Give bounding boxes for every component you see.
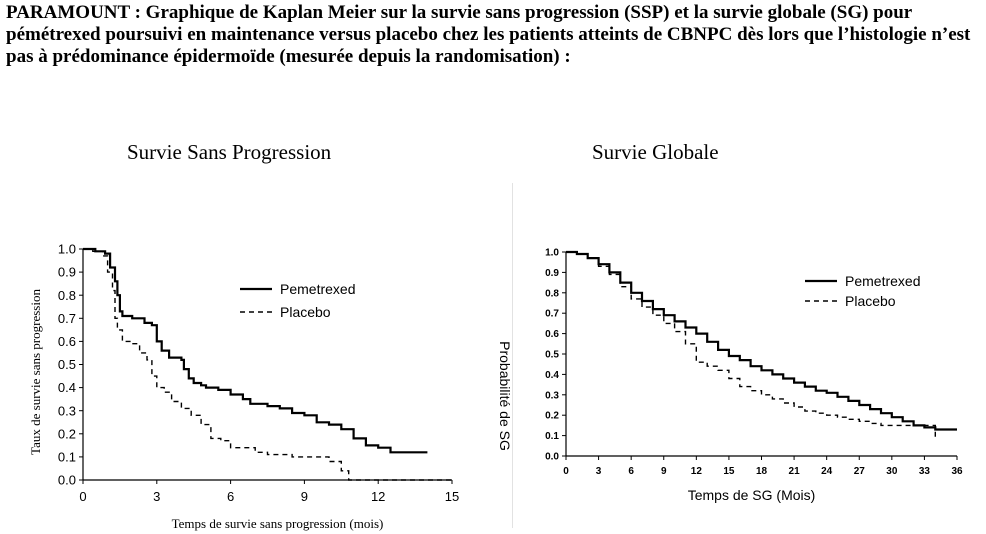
y-tick-label: 0.6 — [58, 334, 76, 349]
y-tick-label: 0.2 — [545, 411, 559, 422]
y-tick-label: 0.2 — [58, 426, 76, 441]
x-tick-label: 36 — [951, 466, 963, 477]
x-tick-label: 0 — [563, 466, 569, 477]
y-tick-label: 0.1 — [58, 449, 76, 464]
x-tick-label: 33 — [919, 466, 931, 477]
series-line-pemetrexed — [83, 247, 428, 454]
x-tick-label: 30 — [886, 466, 898, 477]
y-tick-label: 0.8 — [58, 288, 76, 303]
legend-label-placebo: Placebo — [280, 304, 331, 320]
os-chart-title: Survie Globale — [592, 140, 719, 164]
legend-label-pemetrexed: Pemetrexed — [845, 273, 920, 289]
y-tick-label: 0.4 — [545, 370, 559, 381]
y-tick-label: 0.9 — [545, 268, 559, 279]
y-tick-label: 0.6 — [545, 329, 559, 340]
y-axis-label: Probabilité de SG — [497, 341, 513, 451]
y-tick-label: 0.8 — [545, 288, 559, 299]
figure-caption: PARAMOUNT : Graphique de Kaplan Meier su… — [6, 2, 971, 67]
legend-label-pemetrexed: Pemetrexed — [280, 281, 355, 297]
y-tick-label: 0.0 — [58, 473, 76, 488]
y-tick-label: 1.0 — [58, 242, 76, 257]
y-tick-label: 0.7 — [58, 311, 76, 326]
x-tick-label: 15 — [445, 489, 459, 504]
x-axis-label: Temps de SG (Mois) — [688, 487, 816, 503]
pfs-chart-title: Survie Sans Progression — [127, 140, 332, 164]
x-tick-label: 12 — [371, 489, 385, 504]
series-line-placebo — [83, 248, 452, 481]
y-tick-label: 0.1 — [545, 431, 559, 442]
series-line-placebo — [566, 251, 936, 440]
x-tick-label: 6 — [227, 489, 234, 504]
y-tick-label: 0.0 — [545, 452, 559, 463]
x-tick-label: 9 — [301, 489, 308, 504]
y-tick-label: 0.3 — [58, 403, 76, 418]
x-tick-label: 6 — [628, 466, 634, 477]
x-tick-label: 3 — [153, 489, 160, 504]
y-tick-label: 0.5 — [545, 350, 559, 361]
x-tick-label: 27 — [854, 466, 866, 477]
y-tick-label: 0.3 — [545, 390, 559, 401]
x-tick-label: 9 — [661, 466, 667, 477]
x-tick-label: 24 — [821, 466, 833, 477]
x-tick-label: 3 — [596, 466, 602, 477]
x-tick-label: 12 — [691, 466, 703, 477]
x-tick-label: 18 — [756, 466, 768, 477]
y-tick-label: 0.5 — [58, 357, 76, 372]
x-tick-label: 0 — [79, 489, 86, 504]
y-axis-label: Taux de survie sans progression — [28, 289, 43, 455]
y-tick-label: 0.9 — [58, 265, 76, 280]
x-tick-label: 15 — [723, 466, 735, 477]
x-axis-label: Temps de survie sans progression (mois) — [172, 516, 384, 531]
y-tick-label: 0.4 — [58, 380, 76, 395]
y-tick-label: 0.7 — [545, 309, 559, 320]
x-tick-label: 21 — [789, 466, 801, 477]
y-tick-label: 1.0 — [545, 248, 559, 259]
panel-divider — [512, 183, 513, 528]
legend-label-placebo: Placebo — [845, 293, 896, 309]
